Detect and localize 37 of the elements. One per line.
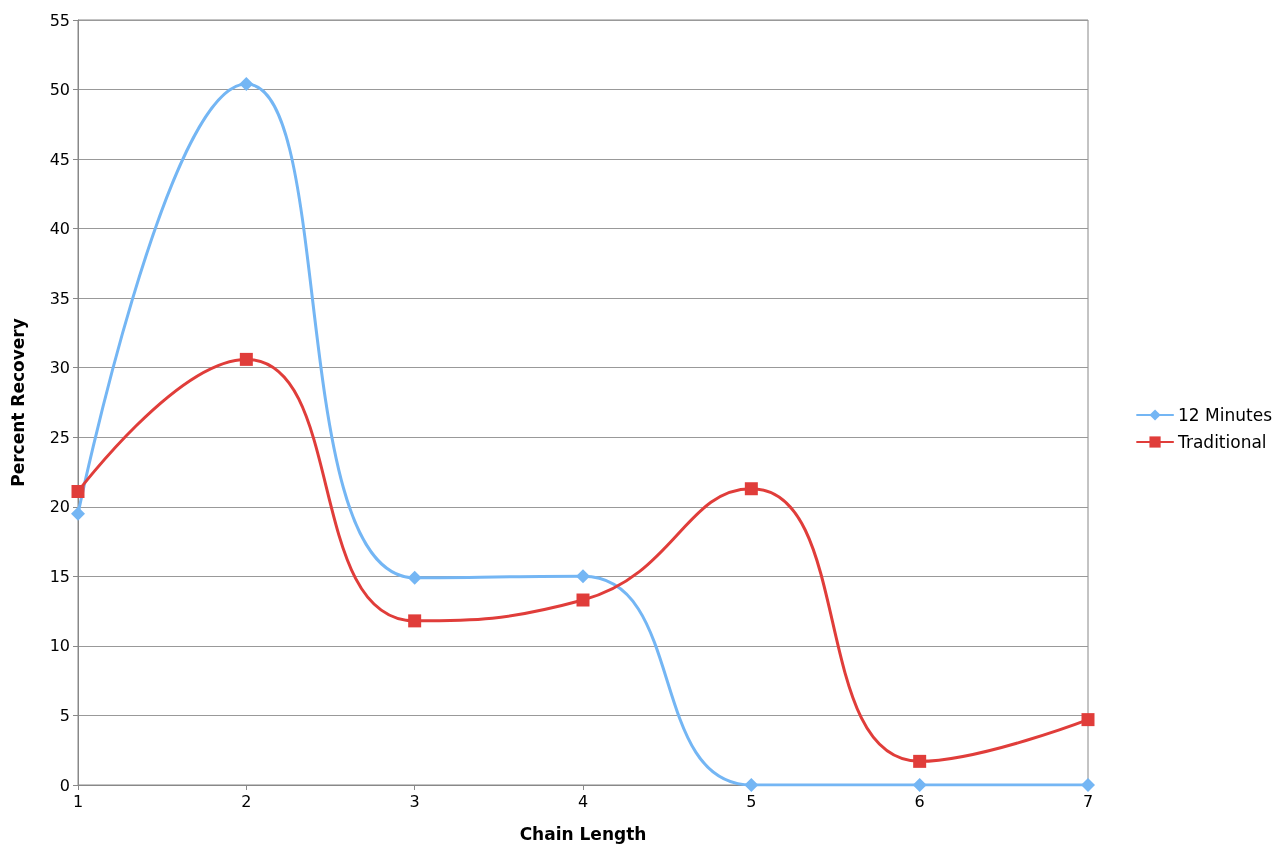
- y-tick-label: 20: [49, 497, 70, 517]
- point: [913, 754, 927, 768]
- point: [408, 614, 422, 628]
- legend-label: 12 Minutes: [1178, 405, 1273, 425]
- y-tick-label: 5: [59, 705, 70, 725]
- point: [71, 506, 85, 521]
- point: [576, 593, 590, 607]
- point: [1081, 778, 1095, 792]
- y-tick-label: 50: [49, 80, 70, 100]
- x-tick-label: 5: [746, 791, 757, 811]
- x-tick-label: 4: [577, 791, 589, 811]
- y-tick-label: 0: [59, 775, 70, 795]
- y-tick-label: 40: [49, 219, 70, 239]
- x-tick-label: 2: [241, 791, 252, 811]
- y-tick-label: 30: [49, 358, 70, 378]
- point: [71, 485, 85, 499]
- y-axis-title: Percent Recovery: [7, 318, 28, 487]
- x-tick-label: 3: [409, 791, 420, 811]
- x-tick-label: 6: [914, 791, 925, 811]
- legend-label: Traditional: [1177, 432, 1267, 452]
- y-tick-label: 25: [49, 427, 70, 447]
- point: [912, 778, 927, 792]
- point: [744, 778, 759, 792]
- point: [576, 569, 590, 584]
- point: [239, 352, 253, 366]
- y-tick-label: 55: [49, 10, 70, 30]
- point: [239, 76, 254, 91]
- x-tick-label: 7: [1082, 791, 1094, 811]
- x-axis-title: Chain Length: [519, 823, 647, 844]
- y-tick-label: 15: [49, 566, 70, 586]
- y-tick-label: 10: [49, 636, 70, 656]
- point: [1081, 713, 1095, 727]
- y-tick-label: 35: [49, 288, 70, 308]
- x-tick-label: 1: [72, 791, 84, 811]
- y-tick-label: 45: [49, 149, 70, 169]
- point: [407, 570, 422, 585]
- point: [744, 482, 758, 496]
